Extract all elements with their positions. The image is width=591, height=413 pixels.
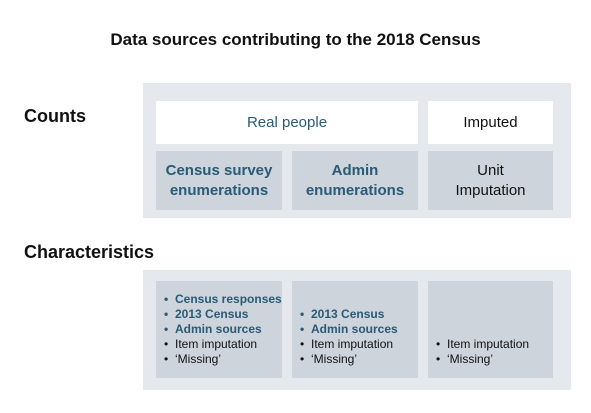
list-item: ‘Missing’ bbox=[300, 352, 410, 367]
census-survey-line1: Census survey bbox=[165, 161, 273, 179]
unit-imputation-line2: Imputation bbox=[455, 181, 526, 199]
imputed-header: Imputed bbox=[428, 101, 553, 144]
list-item: ‘Missing’ bbox=[436, 352, 545, 367]
list-item: Item imputation bbox=[300, 337, 410, 352]
list-item: 2013 Census bbox=[300, 307, 410, 322]
real-people-text: Real people bbox=[246, 113, 328, 131]
admin-enumerations-box: Admin enumerations bbox=[292, 151, 418, 210]
list-item: Item imputation bbox=[164, 337, 274, 352]
real-people-header: Real people bbox=[156, 101, 418, 144]
characteristics-col-3: Item imputation ‘Missing’ bbox=[428, 281, 553, 378]
list-item: Item imputation bbox=[436, 337, 545, 352]
admin-line2: enumerations bbox=[305, 181, 405, 199]
list-item: 2013 Census bbox=[164, 307, 274, 322]
admin-line1: Admin bbox=[331, 161, 379, 179]
list-item: Admin sources bbox=[164, 322, 274, 337]
counts-label: Counts bbox=[24, 106, 86, 126]
list-item: ‘Missing’ bbox=[164, 352, 274, 367]
characteristics-col-2: 2013 Census Admin sources Item imputatio… bbox=[292, 281, 418, 378]
list-item: Census responses bbox=[164, 292, 282, 307]
unit-imputation-line1: Unit bbox=[477, 161, 504, 179]
imputed-text: Imputed bbox=[463, 113, 518, 131]
census-survey-line2: enumerations bbox=[169, 181, 269, 199]
diagram-title: Data sources contributing to the 2018 Ce… bbox=[110, 30, 481, 49]
characteristics-col-1: Census responses 2013 Census Admin sourc… bbox=[156, 281, 282, 378]
census-survey-box: Census survey enumerations bbox=[156, 151, 282, 210]
characteristics-label: Characteristics bbox=[24, 242, 155, 262]
unit-imputation-box: Unit Imputation bbox=[428, 151, 553, 210]
list-item: Admin sources bbox=[300, 322, 410, 337]
